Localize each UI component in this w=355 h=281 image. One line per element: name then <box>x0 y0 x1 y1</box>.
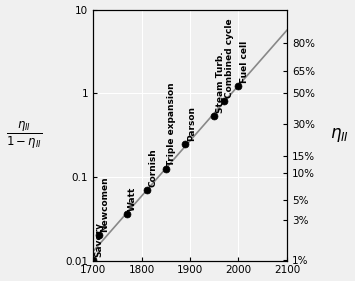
Text: Watt: Watt <box>128 187 137 211</box>
Point <box>182 141 188 146</box>
Point <box>144 188 150 192</box>
Point <box>91 258 96 262</box>
Point <box>221 98 227 103</box>
Point <box>236 84 241 88</box>
Point <box>96 232 102 237</box>
Text: Combined cycle: Combined cycle <box>225 18 234 98</box>
Text: Fuel cell: Fuel cell <box>240 41 249 83</box>
Point <box>163 167 169 171</box>
Point <box>124 212 130 216</box>
Text: Savery: Savery <box>95 223 104 257</box>
Text: Triple expansion: Triple expansion <box>167 83 176 166</box>
Y-axis label: $\eta_{II}$: $\eta_{II}$ <box>331 126 349 144</box>
Text: Newcomen: Newcomen <box>100 176 109 232</box>
Text: Steam Turb.: Steam Turb. <box>216 51 225 113</box>
Y-axis label: $\frac{\eta_{II}}{1 - \eta_{II}}$: $\frac{\eta_{II}}{1 - \eta_{II}}$ <box>6 119 42 151</box>
Text: Cornish: Cornish <box>149 149 158 187</box>
Point <box>212 114 217 118</box>
Text: Parson: Parson <box>187 106 196 141</box>
